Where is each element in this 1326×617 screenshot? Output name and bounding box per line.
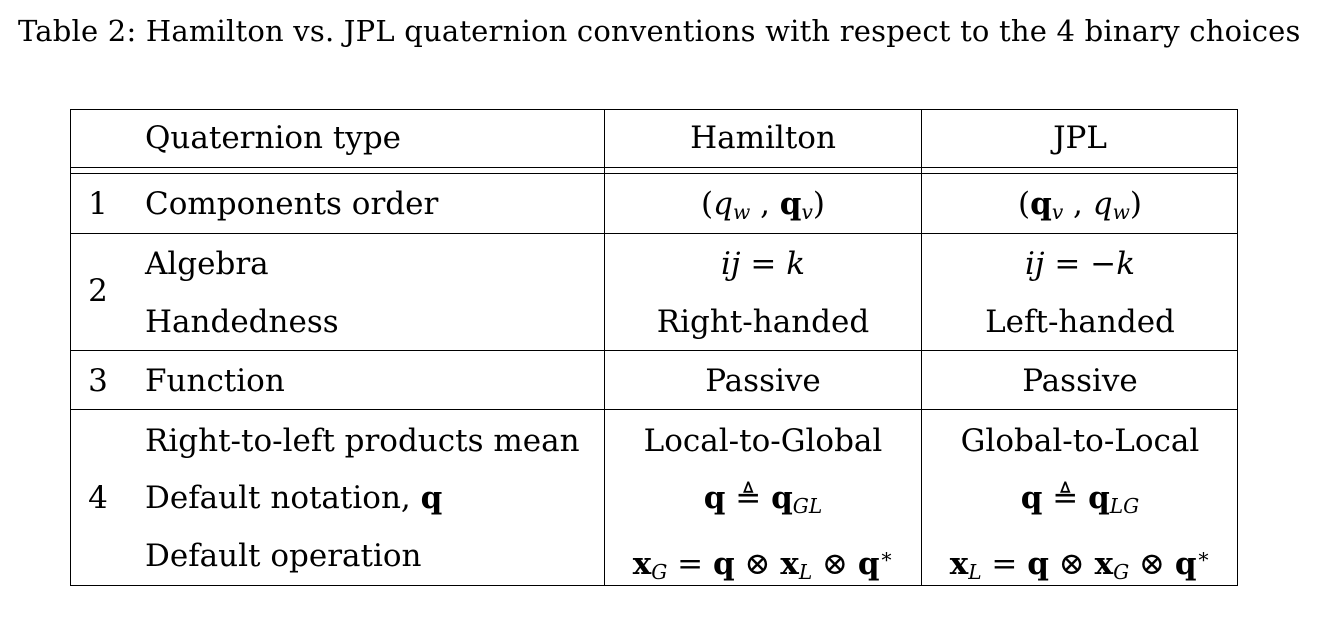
header-jpl: JPL [1053, 120, 1107, 156]
hamilton-default-notation: q ≜ qGL [703, 480, 823, 519]
hamilton-components-order: (qw , qv) [701, 186, 825, 225]
row-number: 1 [88, 186, 108, 222]
row-label: Default operation [145, 538, 422, 574]
jpl-default-operation: xL = q ⊗ xG ⊗ q∗ [949, 544, 1211, 585]
row-label: Algebra [145, 246, 269, 282]
jpl-handedness: Left-handed [985, 304, 1175, 340]
jpl-default-notation: q ≜ qLG [1020, 480, 1140, 519]
row-number: 3 [88, 363, 108, 399]
jpl-function: Passive [1022, 363, 1138, 399]
jpl-products-meaning: Global-to-Local [960, 423, 1200, 459]
jpl-components-order: (qv , qw) [1018, 186, 1142, 225]
header-type-label: Quaternion type [145, 120, 402, 156]
row-label: Function [145, 363, 285, 399]
jpl-algebra: ij = −k [1025, 246, 1135, 282]
row-label: Handedness [145, 304, 339, 340]
row-label: Components order [145, 186, 439, 222]
row-number: 2 [88, 273, 108, 309]
hamilton-function: Passive [705, 363, 821, 399]
row-label: Default notation, q [145, 480, 443, 516]
hamilton-handedness: Right-handed [656, 304, 870, 340]
hamilton-products-meaning: Local-to-Global [643, 423, 883, 459]
hamilton-default-operation: xG = q ⊗ xL ⊗ q∗ [632, 544, 894, 585]
conventions-table: Quaternion type Hamilton JPL 1 Component… [70, 109, 1239, 587]
hamilton-algebra: ij = k [720, 246, 805, 282]
row-number: 4 [88, 480, 108, 516]
row-label: Right-to-left products mean [145, 423, 580, 459]
header-hamilton: Hamilton [690, 120, 836, 156]
table-caption: Table 2: Hamilton vs. JPL quaternion con… [18, 14, 1301, 48]
